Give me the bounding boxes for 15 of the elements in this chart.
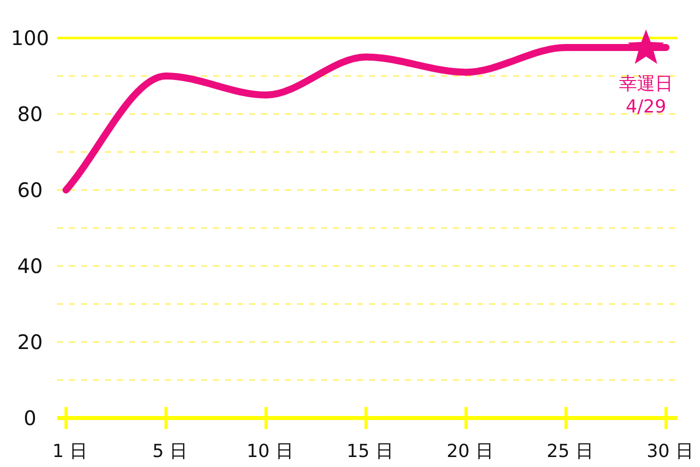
y-tick-label: 60 bbox=[17, 178, 43, 202]
x-tick-label: 25 日 bbox=[546, 441, 594, 462]
annotation: 幸運日 bbox=[619, 74, 673, 94]
x-tick-label: 15 日 bbox=[346, 441, 394, 462]
x-tick-label: 30 日 bbox=[646, 441, 694, 462]
annotation: 4/29 bbox=[626, 96, 666, 118]
y-tick-label: 40 bbox=[17, 254, 43, 278]
x-tick-label: 5 日 bbox=[152, 441, 188, 462]
y-tick-label: 100 bbox=[10, 26, 50, 50]
x-tick-label: 10 日 bbox=[246, 441, 294, 462]
y-tick-label: 80 bbox=[17, 102, 43, 126]
y-tick-label: 0 bbox=[24, 406, 36, 430]
x-tick-label: 20 日 bbox=[446, 441, 494, 462]
x-tick-label: 1 日 bbox=[52, 441, 88, 462]
y-tick-label: 20 bbox=[17, 330, 43, 354]
